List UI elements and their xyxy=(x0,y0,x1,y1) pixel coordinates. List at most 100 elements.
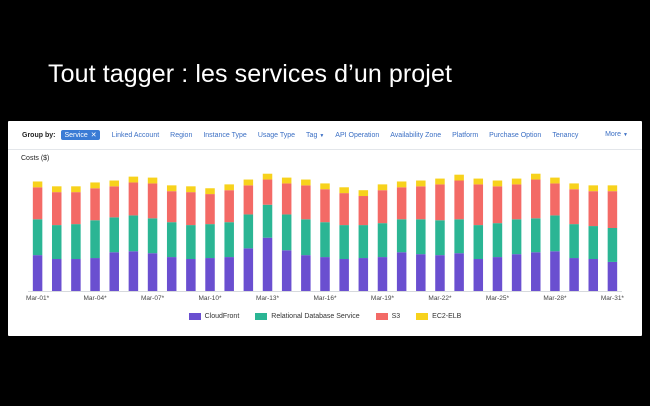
bar-segment-s3-mar-21-[interactable] xyxy=(416,186,426,220)
bar-segment-ec2-elb-mar-16-[interactable] xyxy=(320,183,330,190)
bar-segment-relational-database-service-mar-04-[interactable] xyxy=(90,220,100,259)
bar-segment-relational-database-service-mar-20-[interactable] xyxy=(396,219,407,253)
bar-segment-s3-mar-28-[interactable] xyxy=(550,183,560,216)
bar-segment-relational-database-service-mar-09-[interactable] xyxy=(186,225,196,260)
bar-segment-s3-mar-24-[interactable] xyxy=(473,184,484,226)
bar-segment-cloudfront-mar-09-[interactable] xyxy=(186,259,196,291)
bar-segment-relational-database-service-mar-06-[interactable] xyxy=(128,215,139,252)
group-option-instance-type[interactable]: Instance Type xyxy=(203,131,247,139)
bar-segment-s3-mar-23-[interactable] xyxy=(454,180,464,220)
bar-segment-cloudfront-mar-10-[interactable] xyxy=(205,258,215,291)
bar-segment-s3-mar-03-[interactable] xyxy=(71,192,81,225)
bar-segment-ec2-elb-mar-17-[interactable] xyxy=(339,187,349,194)
bar-segment-s3-mar-08-[interactable] xyxy=(166,191,177,223)
bar-segment-cloudfront-mar-20-[interactable] xyxy=(396,252,407,291)
group-option-purchase-option[interactable]: Purchase Option xyxy=(489,131,542,139)
bar-segment-relational-database-service-mar-31-[interactable] xyxy=(607,228,618,262)
bar-segment-relational-database-service-mar-17-[interactable] xyxy=(339,225,349,260)
bar-segment-relational-database-service-mar-29-[interactable] xyxy=(569,224,579,259)
bar-segment-ec2-elb-mar-01-[interactable] xyxy=(32,181,43,188)
bar-segment-ec2-elb-mar-21-[interactable] xyxy=(416,180,426,187)
bar-segment-s3-mar-10-[interactable] xyxy=(205,194,215,225)
bar-segment-ec2-elb-mar-22-[interactable] xyxy=(435,178,445,185)
bar-segment-relational-database-service-mar-12-[interactable] xyxy=(243,214,254,249)
legend-item-relational-database-service[interactable]: Relational Database Service xyxy=(255,310,360,322)
bar-segment-relational-database-service-mar-03-[interactable] xyxy=(71,224,81,260)
bar-segment-s3-mar-27-[interactable] xyxy=(531,179,541,219)
bar-segment-cloudfront-mar-25-[interactable] xyxy=(492,257,503,291)
close-icon[interactable]: ✕ xyxy=(90,132,97,139)
bar-segment-relational-database-service-mar-16-[interactable] xyxy=(320,222,330,258)
bar-segment-ec2-elb-mar-03-[interactable] xyxy=(71,186,81,193)
bar-segment-relational-database-service-mar-11-[interactable] xyxy=(224,222,234,258)
bar-segment-ec2-elb-mar-08-[interactable] xyxy=(166,185,177,192)
bar-segment-s3-mar-29-[interactable] xyxy=(569,189,579,225)
group-option-api-operation[interactable]: API Operation xyxy=(335,131,380,139)
bar-segment-ec2-elb-mar-06-[interactable] xyxy=(128,176,139,183)
legend-item-ec2-elb[interactable]: EC2-ELB xyxy=(416,310,461,322)
bar-segment-cloudfront-mar-01-[interactable] xyxy=(32,255,43,291)
bar-segment-s3-mar-30-[interactable] xyxy=(588,191,599,227)
group-option-tenancy[interactable]: Tenancy xyxy=(552,131,579,139)
bar-segment-ec2-elb-mar-30-[interactable] xyxy=(588,185,599,192)
bar-segment-ec2-elb-mar-07-[interactable] xyxy=(147,177,158,184)
bar-segment-ec2-elb-mar-23-[interactable] xyxy=(454,174,464,181)
bar-segment-ec2-elb-mar-13-[interactable] xyxy=(262,173,273,180)
bar-segment-cloudfront-mar-14-[interactable] xyxy=(281,250,292,291)
bar-segment-relational-database-service-mar-10-[interactable] xyxy=(205,224,215,259)
bar-segment-ec2-elb-mar-11-[interactable] xyxy=(224,184,234,191)
bar-segment-ec2-elb-mar-20-[interactable] xyxy=(396,181,407,188)
bar-segment-cloudfront-mar-19-[interactable] xyxy=(377,257,388,291)
bar-segment-ec2-elb-mar-31-[interactable] xyxy=(607,185,618,192)
bar-segment-ec2-elb-mar-25-[interactable] xyxy=(492,180,503,187)
bar-segment-s3-mar-05-[interactable] xyxy=(109,186,119,218)
bar-segment-relational-database-service-mar-24-[interactable] xyxy=(473,225,484,260)
bar-segment-cloudfront-mar-11-[interactable] xyxy=(224,257,234,291)
bar-segment-s3-mar-13-[interactable] xyxy=(262,179,273,205)
bar-segment-s3-mar-15-[interactable] xyxy=(301,185,311,220)
bar-segment-ec2-elb-mar-18-[interactable] xyxy=(358,190,369,197)
more-button[interactable]: More ▼ xyxy=(605,131,628,138)
bar-segment-cloudfront-mar-18-[interactable] xyxy=(358,258,369,291)
bar-segment-ec2-elb-mar-12-[interactable] xyxy=(243,179,254,186)
bar-segment-s3-mar-25-[interactable] xyxy=(492,186,503,224)
bar-segment-s3-mar-31-[interactable] xyxy=(607,191,618,228)
bar-segment-s3-mar-16-[interactable] xyxy=(320,189,330,223)
bar-segment-cloudfront-mar-13-[interactable] xyxy=(262,237,273,291)
bar-segment-cloudfront-mar-28-[interactable] xyxy=(550,251,560,291)
group-by-chip-service[interactable]: Service ✕ xyxy=(61,130,100,140)
bar-segment-relational-database-service-mar-27-[interactable] xyxy=(531,218,541,253)
bar-segment-cloudfront-mar-26-[interactable] xyxy=(511,254,522,291)
bar-segment-cloudfront-mar-27-[interactable] xyxy=(531,252,541,291)
bar-segment-s3-mar-12-[interactable] xyxy=(243,185,254,215)
bar-segment-cloudfront-mar-24-[interactable] xyxy=(473,259,484,291)
group-option-tag[interactable]: Tag ▼ xyxy=(306,132,324,139)
group-option-platform[interactable]: Platform xyxy=(452,131,479,139)
group-option-linked-account[interactable]: Linked Account xyxy=(111,131,160,139)
bar-segment-cloudfront-mar-30-[interactable] xyxy=(588,259,599,291)
bar-segment-relational-database-service-mar-21-[interactable] xyxy=(416,219,426,255)
bar-segment-relational-database-service-mar-05-[interactable] xyxy=(109,217,119,253)
bar-segment-cloudfront-mar-16-[interactable] xyxy=(320,257,330,291)
bar-segment-ec2-elb-mar-02-[interactable] xyxy=(51,186,62,193)
bar-segment-ec2-elb-mar-09-[interactable] xyxy=(186,186,196,193)
bar-segment-s3-mar-09-[interactable] xyxy=(186,192,196,226)
bar-segment-ec2-elb-mar-14-[interactable] xyxy=(281,177,292,184)
bar-segment-cloudfront-mar-04-[interactable] xyxy=(90,258,100,291)
bar-segment-ec2-elb-mar-26-[interactable] xyxy=(511,178,522,185)
bar-segment-ec2-elb-mar-28-[interactable] xyxy=(550,177,560,184)
bar-segment-cloudfront-mar-08-[interactable] xyxy=(166,257,177,291)
bar-segment-relational-database-service-mar-22-[interactable] xyxy=(435,220,445,256)
bar-segment-cloudfront-mar-03-[interactable] xyxy=(71,259,81,291)
bar-segment-relational-database-service-mar-13-[interactable] xyxy=(262,204,273,238)
legend-item-cloudfront[interactable]: CloudFront xyxy=(188,310,239,322)
bar-segment-s3-mar-20-[interactable] xyxy=(396,187,407,220)
bar-segment-relational-database-service-mar-01-[interactable] xyxy=(32,219,43,256)
bar-segment-cloudfront-mar-21-[interactable] xyxy=(416,254,426,291)
bar-segment-s3-mar-18-[interactable] xyxy=(358,196,369,226)
bar-segment-relational-database-service-mar-14-[interactable] xyxy=(281,214,292,251)
bar-segment-relational-database-service-mar-19-[interactable] xyxy=(377,223,388,258)
bar-segment-cloudfront-mar-05-[interactable] xyxy=(109,252,119,291)
bar-segment-cloudfront-mar-29-[interactable] xyxy=(569,258,579,291)
bar-segment-s3-mar-01-[interactable] xyxy=(32,187,43,220)
